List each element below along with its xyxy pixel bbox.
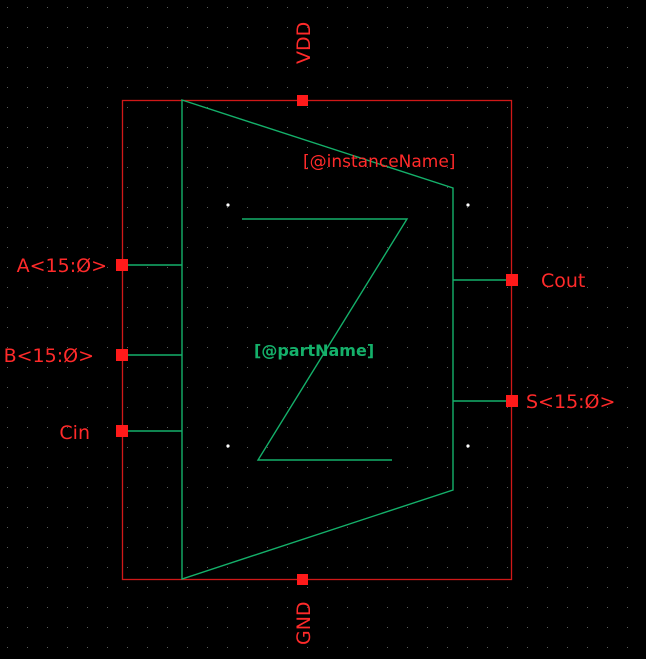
- grid-dots: [7, 7, 628, 648]
- vdd-label: VDD: [293, 22, 315, 64]
- gnd-label: GND: [293, 601, 315, 645]
- pin-b-label: B<15:Ø>: [4, 345, 94, 367]
- adder-body: [181, 99, 454, 580]
- pin-s-label: S<15:Ø>: [526, 391, 615, 413]
- symbol-boundary: [121, 99, 513, 581]
- pin-vdd[interactable]: [297, 95, 308, 106]
- pin-cout[interactable]: [506, 274, 518, 286]
- pin-cout-label: Cout: [541, 270, 585, 292]
- pin-gnd[interactable]: [297, 574, 308, 585]
- pin-b[interactable]: [116, 349, 128, 361]
- sigma-glyph: [242, 218, 409, 461]
- pin-cin-label: Cin: [59, 422, 90, 444]
- reference-dots: [226, 203, 470, 448]
- pin-a[interactable]: [116, 259, 128, 271]
- pin-s[interactable]: [506, 395, 518, 407]
- instance-name-label: [@instanceName]: [303, 152, 455, 172]
- pin-cin[interactable]: [116, 425, 128, 437]
- part-name-label: [@partName]: [254, 341, 374, 360]
- pin-a-label: A<15:Ø>: [17, 255, 107, 277]
